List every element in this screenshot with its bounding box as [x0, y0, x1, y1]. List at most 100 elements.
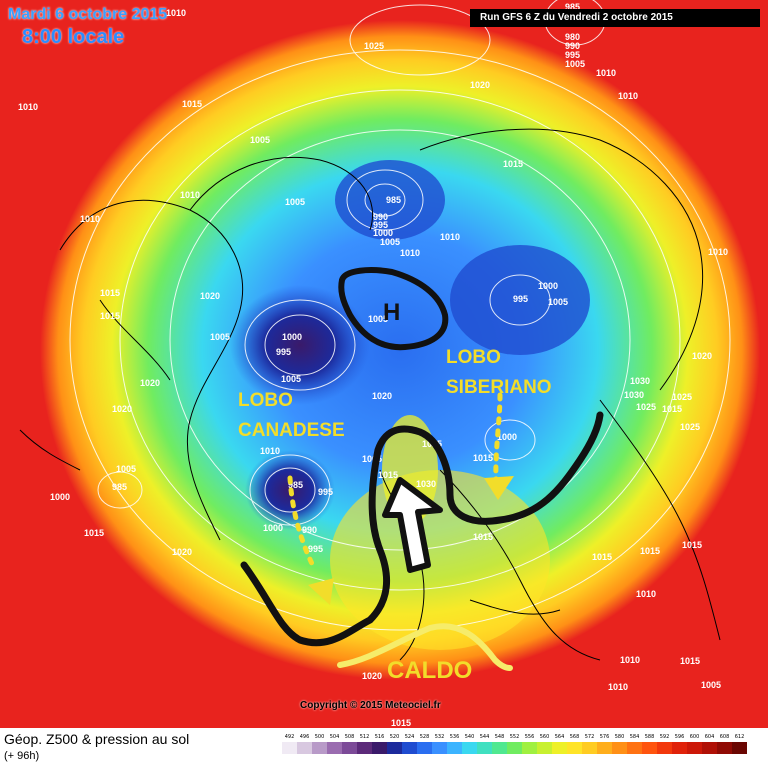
isobar-label: 1020	[200, 291, 220, 301]
isobar-label: 985	[288, 480, 303, 490]
legend-value: 492	[284, 734, 295, 740]
isobar-label: 1020	[372, 391, 392, 401]
isobar-label: 1015	[680, 656, 700, 666]
legend-value: 520	[389, 734, 400, 740]
isobar-label: 1015	[378, 470, 398, 480]
pressure-map: 1010 1025 985 980 990 995 1005 1010 1010…	[18, 0, 760, 728]
legend-swatch: 552	[507, 734, 522, 756]
legend-swatch: 544	[477, 734, 492, 756]
isobar-label: 1030	[416, 479, 436, 489]
isobar-label: 1015	[391, 718, 411, 728]
legend-value: 580	[614, 734, 625, 740]
legend-swatch: 556	[522, 734, 537, 756]
footer: Géop. Z500 & pression au sol (+ 96h) 492…	[0, 728, 768, 768]
isobar-label: 1010	[608, 682, 628, 692]
legend-color	[312, 742, 327, 754]
trajectory-arrowhead-icon	[484, 476, 514, 500]
isobar-label: 1000	[497, 432, 517, 442]
isobar-label: 995	[513, 294, 528, 304]
legend-value: 568	[569, 734, 580, 740]
legend-color	[672, 742, 687, 754]
isobar-label: 1015	[503, 159, 523, 169]
legend-color	[477, 742, 492, 754]
legend-color	[582, 742, 597, 754]
legend-swatch: 532	[432, 734, 447, 756]
isobar-label: 1020	[140, 378, 160, 388]
isobar-label: 1005	[362, 454, 382, 464]
isobar-label: 1000	[373, 228, 393, 238]
isobar-label: 995	[308, 544, 323, 554]
caldo-label: CALDO	[387, 657, 472, 684]
isobar-label: 1010	[618, 91, 638, 101]
legend-color	[372, 742, 387, 754]
isobar-label: 1015	[473, 532, 493, 542]
legend-swatch: 508	[342, 734, 357, 756]
legend-value: 500	[314, 734, 325, 740]
legend-swatch: 564	[552, 734, 567, 756]
isobar-label: 1025	[672, 392, 692, 402]
isobar-label: 990	[565, 41, 580, 51]
legend-swatch: 572	[582, 734, 597, 756]
legend-color	[507, 742, 522, 754]
legend-color	[552, 742, 567, 754]
legend-swatch: 568	[567, 734, 582, 756]
legend-color	[567, 742, 582, 754]
isobar-label: 1010	[80, 214, 100, 224]
legend-color	[612, 742, 627, 754]
isobar-label: 1030	[624, 390, 644, 400]
isobar-label: 1010	[708, 247, 728, 257]
legend-swatch: 528	[417, 734, 432, 756]
legend-swatch: 524	[402, 734, 417, 756]
legend-swatch: 600	[687, 734, 702, 756]
lobo-canadese-label: CANADESE	[238, 420, 345, 441]
isobar-label: 1015	[682, 540, 702, 550]
isobar-label: 1020	[112, 404, 132, 414]
legend-swatch: 612	[732, 734, 747, 756]
legend-swatch: 608	[717, 734, 732, 756]
legend-color	[702, 742, 717, 754]
isobar-label: 980	[565, 32, 580, 42]
isobar-label: 1020	[692, 351, 712, 361]
isobar-label: 985	[112, 482, 127, 492]
legend-color	[342, 742, 357, 754]
legend-value: 516	[374, 734, 385, 740]
isobars	[69, 0, 731, 631]
isobar-label: 1010	[180, 190, 200, 200]
legend-value: 604	[704, 734, 715, 740]
isobar-label: 1000	[282, 332, 302, 342]
isobar-label: 1010	[620, 655, 640, 665]
warm-air-arrow-icon	[382, 477, 443, 573]
isobar-label: 1020	[362, 671, 382, 681]
isobar-label: 1005	[380, 237, 400, 247]
isobar-label: 1005	[281, 374, 301, 384]
legend-value: 552	[509, 734, 520, 740]
isobar-label: 1005	[368, 314, 388, 324]
high-pressure-outline	[338, 267, 449, 351]
copyright: Copyright © 2015 Meteociel.fr	[300, 700, 441, 711]
isobar-label: 1015	[100, 311, 120, 321]
legend-value: 560	[539, 734, 550, 740]
legend-value: 536	[449, 734, 460, 740]
legend-color	[402, 742, 417, 754]
lobo-canadese-label: LOBO	[238, 390, 293, 411]
isobar-label: 1030	[630, 376, 650, 386]
lobo-siberiano-label: SIBERIANO	[446, 377, 552, 398]
legend-swatch: 500	[312, 734, 327, 756]
isobar-label: 1010	[400, 248, 420, 258]
footer-subtitle: (+ 96h)	[4, 750, 40, 762]
legend-swatch: 584	[627, 734, 642, 756]
legend-color	[657, 742, 672, 754]
high-pressure-label: H	[383, 299, 400, 326]
legend-swatch: 512	[357, 734, 372, 756]
isobar-label: 1015	[662, 404, 682, 414]
legend-value: 548	[494, 734, 505, 740]
legend-value: 540	[464, 734, 475, 740]
legend-value: 572	[584, 734, 595, 740]
isobar-label: 1025	[636, 402, 656, 412]
isobar-label: 1000	[50, 492, 70, 502]
cold-core-canada	[230, 285, 370, 405]
isobar-label: 1010	[260, 446, 280, 456]
legend-color	[597, 742, 612, 754]
isobar-label: 995	[276, 347, 291, 357]
